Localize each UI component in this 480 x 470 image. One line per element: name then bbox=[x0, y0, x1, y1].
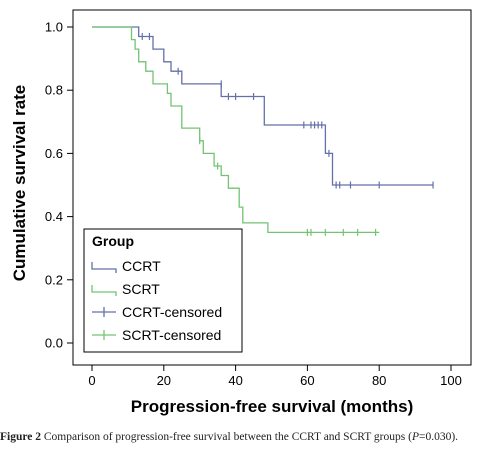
x-axis-label: Progression-free survival (months) bbox=[131, 397, 413, 416]
legend-item-ccrt-censored: CCRT-censored bbox=[92, 304, 222, 320]
x-axis: 0 20 40 60 80 100 bbox=[88, 365, 462, 388]
legend-title: Group bbox=[92, 233, 134, 249]
legend-swatch bbox=[91, 262, 117, 273]
x-tick-label: 20 bbox=[157, 373, 171, 388]
legend-label: SCRT bbox=[122, 281, 160, 297]
y-tick-label: 0.2 bbox=[45, 272, 63, 287]
legend-box bbox=[83, 228, 243, 353]
x-tick-label: 40 bbox=[228, 373, 242, 388]
caption-p-value: =0.030). bbox=[418, 431, 459, 443]
y-tick-label: 0.6 bbox=[45, 146, 63, 161]
caption-text: Comparison of progression-free survival … bbox=[41, 431, 412, 443]
series-layer bbox=[92, 26, 434, 236]
y-tick-label: 0.4 bbox=[45, 209, 63, 224]
plot-frame bbox=[72, 9, 472, 366]
p-symbol: P bbox=[411, 431, 419, 443]
x-tick-label: 100 bbox=[440, 373, 462, 388]
x-tick-label: 60 bbox=[300, 373, 314, 388]
survival-chart: 0.0 0.2 0.4 0.6 0.8 1.0 0 20 40 60 80 100 Cumulati… bbox=[10, 9, 472, 416]
x-tick-label: 80 bbox=[372, 373, 386, 388]
legend-label: CCRT bbox=[122, 258, 161, 274]
legend: Group CCRT SCRT CCRT-censored SCRT-censored bbox=[83, 228, 243, 353]
y-tick-label: 1.0 bbox=[45, 20, 63, 35]
y-tick-label: 0.0 bbox=[45, 336, 63, 351]
ccrt-survival-curve bbox=[92, 26, 434, 186]
legend-swatch bbox=[91, 285, 117, 296]
scrt-survival-curve bbox=[92, 26, 380, 234]
legend-item-scrt-censored: SCRT-censored bbox=[92, 327, 221, 343]
y-axis: 0.0 0.2 0.4 0.6 0.8 1.0 bbox=[45, 20, 73, 351]
legend-label: SCRT-censored bbox=[122, 327, 221, 343]
x-tick-label: 0 bbox=[88, 373, 95, 388]
figure-caption: Figure 2 Comparison of progression-free … bbox=[0, 430, 480, 445]
y-axis-label: Cumulative survival rate bbox=[10, 85, 29, 282]
y-tick-label: 0.8 bbox=[45, 83, 63, 98]
legend-item-ccrt: CCRT bbox=[91, 258, 161, 274]
legend-item-scrt: SCRT bbox=[91, 281, 160, 297]
figure-label: Figure 2 bbox=[0, 431, 41, 443]
legend-label: CCRT-censored bbox=[122, 304, 222, 320]
